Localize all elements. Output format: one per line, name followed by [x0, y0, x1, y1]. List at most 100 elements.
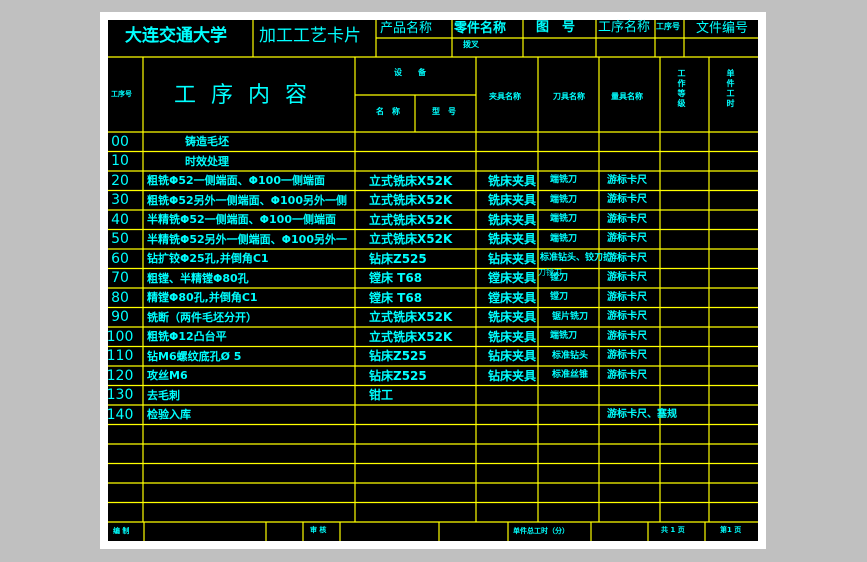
fixture-name: 镗床夹具	[488, 290, 537, 305]
step-no: 80	[111, 289, 129, 306]
product-name-label: 产品名称	[380, 21, 433, 36]
col-equipment: 设 备	[394, 68, 426, 77]
step-content: 粗铣Φ52一侧端面、Φ100一侧端面	[147, 174, 325, 188]
footer-total-time: 单件总工时（分）	[513, 527, 569, 535]
step-no: 30	[111, 192, 129, 209]
step-content: 时效处理	[185, 154, 229, 168]
step-content: 检验入库	[147, 408, 191, 422]
step-content: 精镗Φ80孔,并倒角C1	[147, 291, 258, 305]
equipment-name: 镗床 T68	[369, 290, 423, 305]
fixture-name: 铣床夹具	[488, 193, 537, 208]
cutter-name: 端铣刀	[550, 233, 578, 244]
gauge-name: 游标卡尺	[607, 369, 647, 381]
col-step-no: 工序号	[111, 90, 132, 98]
cutter-name: 标准钻头	[552, 350, 589, 361]
step-no: 110	[106, 348, 134, 365]
gauge-name: 游标卡尺	[607, 330, 647, 342]
step-content: 粗铣Φ52另外一侧端面、Φ100另外一侧	[147, 193, 347, 207]
cutter-name: 标准钻头、铰刀扩	[540, 253, 613, 264]
equipment-name: 镗床 T68	[369, 271, 423, 286]
footer-page-no: 第1 页	[720, 526, 742, 534]
fixture-name: 钻床夹具	[488, 368, 537, 383]
part-name-value: 拨叉	[463, 40, 479, 49]
step-content: 铸造毛坯	[185, 135, 229, 149]
step-content: 去毛刺	[147, 388, 180, 402]
col-grade: 工作等级	[677, 69, 686, 109]
step-content: 攻丝M6	[147, 369, 188, 383]
equipment-name: 钳工	[369, 388, 394, 403]
fixture-name: 钻床夹具	[488, 349, 537, 364]
drawing-no-label: 图 号	[536, 20, 576, 35]
col-equip-model: 型 号	[432, 107, 456, 116]
cutter-name: 端铣刀	[550, 331, 578, 342]
equipment-name: 立式铣床X52K	[369, 232, 453, 247]
overlap-note: 刀镗刀	[538, 268, 562, 277]
cutter-name: 端铣刀	[550, 214, 578, 225]
step-content: 半精铣Φ52另外一侧端面、Φ100另外一	[147, 232, 347, 246]
step-no: 120	[106, 367, 134, 384]
gauge-name: 游标卡尺	[607, 291, 647, 303]
step-no: 70	[111, 270, 129, 287]
step-content: 铣断（两件毛坯分开）	[147, 310, 257, 324]
step-no: 130	[106, 387, 134, 404]
gauge-name: 游标卡尺	[607, 213, 647, 225]
file-no-label: 文件编号	[696, 21, 749, 36]
gauge-name: 游标卡尺	[607, 174, 647, 186]
step-no: 60	[111, 250, 129, 267]
cutter-name: 端铣刀	[550, 175, 578, 186]
col-gauge: 量具名称	[611, 92, 643, 101]
school-name: 大连交通大学	[125, 26, 227, 46]
equipment-name: 钻床Z525	[369, 251, 427, 266]
equipment-name: 钻床Z525	[369, 368, 427, 383]
fixture-name: 铣床夹具	[488, 173, 537, 188]
fixture-name: 铣床夹具	[488, 212, 537, 227]
gauge-name: 游标卡尺、塞规	[607, 408, 677, 420]
fixture-name: 铣床夹具	[488, 329, 537, 344]
footer-reviewed: 审 核	[310, 526, 327, 534]
cutter-name: 镗刀	[550, 292, 569, 303]
step-content: 粗镗、半精镗Φ80孔	[147, 271, 249, 285]
fixture-name: 镗床夹具	[488, 271, 537, 286]
equipment-name: 立式铣床X52K	[369, 173, 453, 188]
col-equip-name: 名 称	[376, 107, 400, 116]
cutter-name: 锯片铣刀	[552, 311, 589, 322]
col-unit-time: 单件工时	[726, 69, 735, 109]
gauge-name: 游标卡尺	[607, 194, 647, 206]
fixture-name: 钻床夹具	[488, 251, 537, 266]
gauge-name: 游标卡尺	[607, 272, 647, 284]
process-card-sheet	[108, 20, 758, 541]
step-content: 钻M6螺纹底孔Ø 5	[147, 349, 242, 363]
footer-pages-total: 共 1 页	[661, 526, 685, 534]
equipment-name: 立式铣床X52K	[369, 310, 453, 325]
step-content: 钻扩铰Φ25孔,并倒角C1	[147, 252, 269, 266]
gauge-name: 游标卡尺	[607, 233, 647, 245]
equipment-name: 立式铣床X52K	[369, 212, 453, 227]
gauge-name: 游标卡尺	[607, 350, 647, 362]
step-content: 半精铣Φ52一侧端面、Φ100一侧端面	[147, 213, 336, 227]
equipment-name: 钻床Z525	[369, 349, 427, 364]
card-title: 加工工艺卡片	[259, 26, 361, 46]
equipment-name: 立式铣床X52K	[369, 193, 453, 208]
gauge-name: 游标卡尺	[607, 252, 647, 264]
cutter-name: 端铣刀	[550, 194, 578, 205]
col-content: 工 序 内 容	[174, 83, 311, 108]
fixture-name: 铣床夹具	[488, 310, 537, 325]
gauge-name: 游标卡尺	[607, 311, 647, 323]
cutter-name: 镗刀	[550, 272, 569, 283]
step-no: 90	[111, 309, 129, 326]
step-no: 50	[111, 231, 129, 248]
step-no: 40	[111, 211, 129, 228]
footer-prepared: 编 制	[113, 527, 130, 535]
step-no: 00	[111, 133, 129, 150]
col-fixture: 夹具名称	[489, 92, 521, 101]
step-no: 20	[111, 172, 129, 189]
col-cutter: 刀具名称	[553, 92, 585, 101]
step-content: 粗铣Φ12凸台平	[147, 330, 227, 344]
process-no-label: 工序号	[656, 22, 680, 31]
process-name-label: 工序名称	[598, 20, 651, 35]
part-name-label: 零件名称	[454, 21, 507, 36]
equipment-name: 立式铣床X52K	[369, 329, 453, 344]
step-no: 140	[106, 406, 134, 423]
fixture-name: 铣床夹具	[488, 232, 537, 247]
